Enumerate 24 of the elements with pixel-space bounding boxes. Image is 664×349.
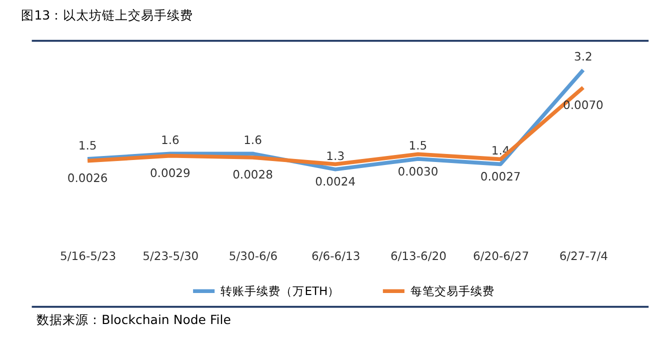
x-tick-label: 6/20-6/27 [473, 249, 530, 264]
data-label: 0.0029 [150, 166, 190, 180]
data-label: 0.0030 [398, 164, 438, 178]
data-label: 0.0070 [562, 98, 604, 112]
data-label: 0.0028 [232, 168, 273, 182]
data-label: 0.0027 [480, 169, 521, 184]
data-label: 0.0024 [315, 174, 356, 188]
data-label: 3.2 [574, 49, 592, 64]
data-label: 1.5 [78, 138, 97, 152]
data-label: 0.0026 [67, 171, 108, 186]
x-tick-label: 6/13-6/20 [390, 249, 446, 264]
data-label: 1.6 [160, 133, 180, 148]
legend-label: 转账手续费（万ETH） [220, 284, 340, 298]
x-tick-label: 6/27-7/4 [559, 249, 608, 264]
x-tick-label: 5/16-5/23 [60, 249, 116, 264]
x-tick-label: 6/6-6/13 [312, 249, 360, 264]
source-note: 数据来源：Blockchain Node File [36, 312, 232, 328]
data-label: 1.3 [326, 148, 345, 163]
data-label: 1.6 [244, 133, 262, 148]
chart-title: 图13：以太坊链上交易手续费 [21, 8, 194, 23]
x-tick-label: 5/23-5/30 [142, 249, 199, 264]
data-label: 1.5 [408, 138, 428, 152]
x-tick-label: 5/30-6/6 [228, 249, 278, 264]
legend-label: 每笔交易手续费 [410, 284, 495, 298]
